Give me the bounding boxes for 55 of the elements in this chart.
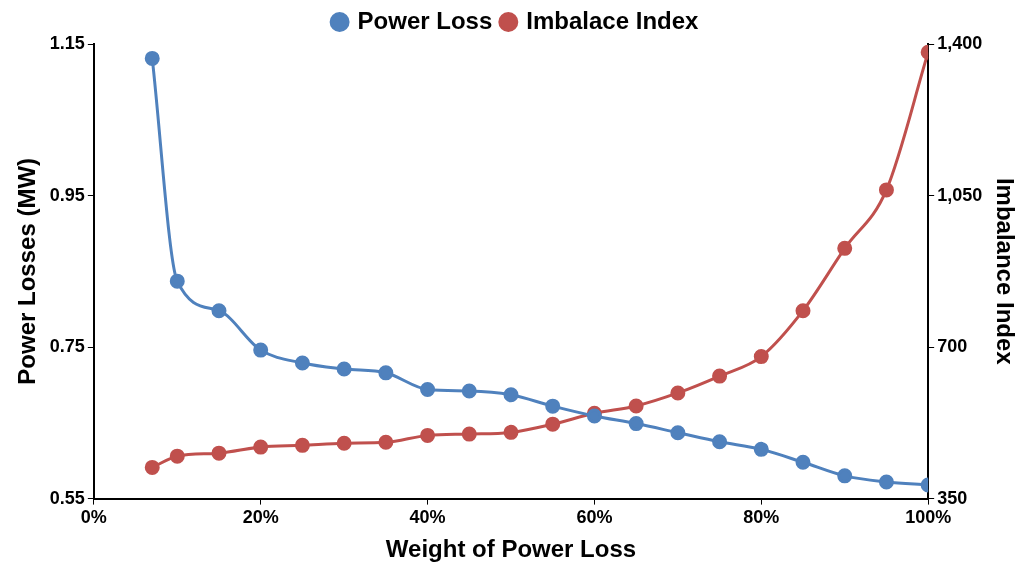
point bbox=[837, 240, 853, 256]
x-tick-label: 100% bbox=[905, 507, 952, 528]
legend-label: Power Loss bbox=[357, 6, 493, 34]
point bbox=[545, 416, 561, 432]
x-tick-label: 60% bbox=[576, 507, 613, 528]
y2-tick-label: 700 bbox=[937, 336, 968, 357]
y-tick-label: 0.75 bbox=[49, 336, 85, 357]
point bbox=[211, 445, 227, 461]
point bbox=[878, 182, 894, 198]
y-tick-label: 0.95 bbox=[49, 184, 85, 205]
point bbox=[712, 368, 728, 384]
point bbox=[461, 426, 477, 442]
point bbox=[420, 427, 436, 443]
point bbox=[503, 424, 519, 440]
point bbox=[336, 435, 352, 451]
point bbox=[878, 474, 894, 490]
point bbox=[545, 398, 561, 414]
y-tick-label: 0.55 bbox=[49, 487, 85, 508]
point bbox=[211, 303, 227, 319]
point bbox=[461, 383, 477, 399]
x-tick-label: 20% bbox=[242, 507, 279, 528]
point bbox=[169, 273, 185, 289]
point bbox=[253, 439, 269, 455]
point bbox=[670, 425, 686, 441]
y-axis-title: Power Losses (MW) bbox=[13, 157, 41, 385]
y2-tick-label: 1,400 bbox=[937, 32, 983, 53]
x-tick-label: 0% bbox=[80, 507, 107, 528]
point bbox=[144, 459, 160, 475]
y2-axis-title: Imbalance Index bbox=[991, 177, 1019, 366]
point bbox=[503, 387, 519, 403]
point bbox=[294, 437, 310, 453]
point bbox=[294, 355, 310, 371]
x-tick-label: 80% bbox=[743, 507, 780, 528]
point bbox=[169, 448, 185, 464]
point bbox=[144, 50, 160, 66]
point bbox=[378, 434, 394, 450]
point bbox=[753, 349, 769, 365]
point bbox=[795, 454, 811, 470]
point bbox=[670, 385, 686, 401]
point bbox=[628, 398, 644, 414]
x-tick-label: 40% bbox=[409, 507, 446, 528]
point bbox=[837, 468, 853, 484]
y-tick-label: 1.15 bbox=[49, 32, 85, 53]
point bbox=[378, 365, 394, 381]
point bbox=[420, 382, 436, 397]
y2-tick-label: 350 bbox=[937, 487, 968, 508]
x-axis-title: Weight of Power Loss bbox=[385, 535, 637, 563]
point bbox=[628, 416, 644, 432]
legend-label: Imbalace Index bbox=[526, 6, 700, 34]
point bbox=[253, 342, 269, 358]
point bbox=[712, 434, 728, 450]
y2-tick-label: 1,050 bbox=[937, 184, 983, 205]
point bbox=[753, 441, 769, 457]
point bbox=[795, 303, 811, 319]
point bbox=[336, 361, 352, 377]
